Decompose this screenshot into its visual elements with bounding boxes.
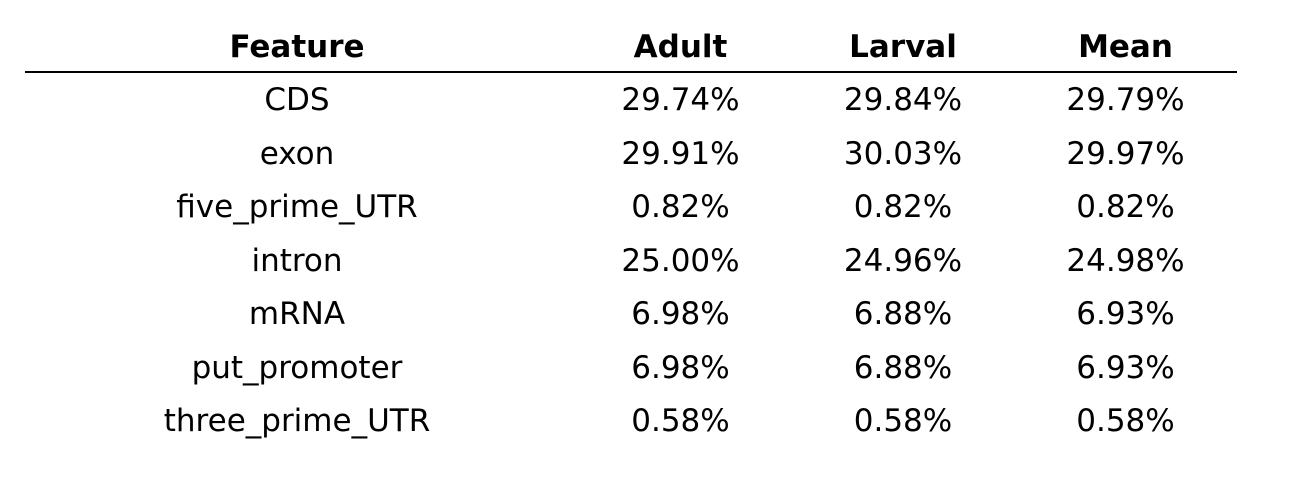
header-feature-label: Feature: [229, 29, 365, 65]
cell-feature: intron: [251, 242, 343, 279]
table-row: put_promoter 6.98% 6.88% 6.93%: [25, 342, 1237, 396]
cell-feature: mRNA: [248, 296, 346, 333]
table-row: three_prime_UTR 0.58% 0.58% 0.58%: [25, 395, 1237, 449]
header-mean-label: Mean: [1078, 29, 1173, 65]
table-row: intron 25.00% 24.96% 24.98%: [25, 235, 1237, 289]
header-feature: Feature: [25, 0, 569, 73]
cell-mean: 29.97%: [1066, 135, 1185, 172]
cell-adult: 25.00%: [621, 242, 740, 279]
cell-adult: 6.98%: [631, 349, 730, 386]
table-header-row: Feature Adult Larval Mean: [25, 0, 1237, 73]
cell-adult: 6.98%: [631, 296, 730, 333]
header-larval: Larval: [792, 0, 1014, 73]
data-table-container: Feature Adult Larval Mean CDS 29.74% 29.…: [25, 0, 1237, 449]
cell-mean: 24.98%: [1066, 242, 1185, 279]
header-adult: Adult: [569, 0, 792, 73]
cell-mean: 0.82%: [1076, 189, 1175, 226]
table-row: mRNA 6.98% 6.88% 6.93%: [25, 288, 1237, 342]
cell-adult: 0.58%: [631, 403, 730, 440]
cell-feature: exon: [259, 135, 335, 172]
cell-feature: put_promoter: [191, 349, 403, 386]
cell-adult: 0.82%: [631, 189, 730, 226]
header-mean: Mean: [1014, 0, 1237, 73]
cell-larval: 0.58%: [853, 403, 953, 440]
cell-larval: 6.88%: [853, 296, 953, 333]
table-row: five_prime_UTR 0.82% 0.82% 0.82%: [25, 181, 1237, 235]
header-adult-label: Adult: [633, 29, 728, 65]
table-row: exon 29.91% 30.03% 29.97%: [25, 128, 1237, 182]
feature-percentage-table: Feature Adult Larval Mean CDS 29.74% 29.…: [25, 0, 1237, 449]
table-row: CDS 29.74% 29.84% 29.79%: [25, 72, 1237, 128]
cell-feature: CDS: [264, 82, 330, 119]
cell-mean: 6.93%: [1076, 296, 1175, 333]
cell-feature: three_prime_UTR: [163, 403, 431, 440]
cell-larval: 6.88%: [853, 349, 953, 386]
cell-mean: 0.58%: [1076, 403, 1175, 440]
header-larval-label: Larval: [849, 29, 957, 65]
cell-larval: 29.84%: [843, 82, 963, 119]
cell-larval: 0.82%: [853, 189, 953, 226]
cell-mean: 29.79%: [1066, 82, 1185, 119]
cell-larval: 30.03%: [843, 135, 963, 172]
cell-larval: 24.96%: [843, 242, 963, 279]
cell-feature: five_prime_UTR: [176, 189, 418, 226]
cell-adult: 29.74%: [621, 82, 740, 119]
cell-mean: 6.93%: [1076, 349, 1175, 386]
cell-adult: 29.91%: [621, 135, 740, 172]
